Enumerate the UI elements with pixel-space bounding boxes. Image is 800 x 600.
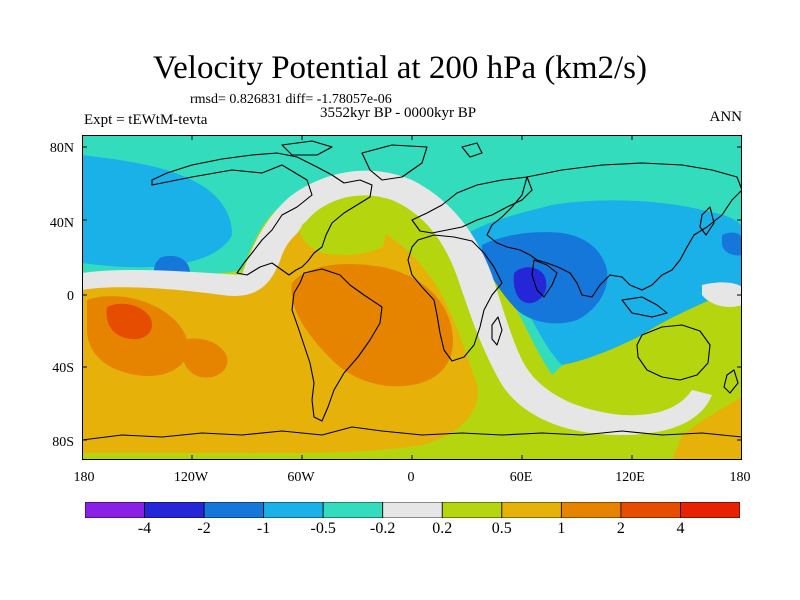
rmsd-diff-stats: rmsd= 0.826831 diff= -1.78057e-06 — [190, 92, 392, 107]
coast-india — [531, 259, 558, 298]
field-orange-east — [672, 397, 742, 460]
field-darkorange-pacific2 — [180, 338, 228, 378]
colorbar-label-0: -4 — [137, 520, 152, 537]
field-blue-east — [722, 232, 742, 256]
coast-svalbard — [461, 142, 483, 158]
plot-title: Velocity Potential at 200 hPa (km2/s) — [152, 50, 648, 86]
coast-new-zealand — [723, 369, 739, 394]
season-label: ANN — [709, 109, 743, 125]
field-grey-ring — [242, 170, 712, 436]
lon-label-60w: 60W — [287, 470, 315, 485]
lat-label-0: 0 — [67, 289, 74, 304]
colorbar-label-8: 2 — [616, 520, 625, 537]
coast-antarctica — [82, 426, 742, 441]
colorbar-swatch-4 — [322, 502, 384, 518]
lon-label-0: 0 — [407, 470, 415, 485]
colorbar — [85, 502, 740, 518]
colorbar-swatch-7 — [501, 502, 562, 518]
colorbar-swatch-8 — [560, 502, 622, 518]
lon-label-60e: 60E — [509, 470, 533, 485]
colorbar-label-3: -0.5 — [310, 520, 336, 537]
colorbar-swatch-10 — [680, 502, 740, 518]
time-period-label: 3552kyr BP - 0000kyr BP — [320, 105, 477, 121]
lat-label-80s: 80S — [52, 435, 74, 450]
coast-south-america — [291, 268, 383, 422]
colorbar-label-4: -0.2 — [370, 520, 396, 537]
colorbar-label-1: -2 — [197, 520, 211, 537]
continent-outlines — [82, 140, 742, 441]
colorbar-swatch-0 — [85, 502, 145, 518]
colorbar-label-7: 1 — [557, 520, 566, 537]
field-redorange-pacific — [106, 303, 152, 340]
lon-label-180w: 180 — [73, 470, 95, 485]
field-grey-ne — [702, 282, 742, 307]
lat-label-40s: 40S — [52, 361, 74, 376]
colorbar-label-2: -1 — [256, 520, 271, 537]
colorbar-label-9: 4 — [676, 520, 685, 537]
colorbar-swatch-2 — [203, 502, 265, 518]
coast-europe — [411, 176, 533, 234]
colorbar-swatch-1 — [144, 502, 205, 518]
field-green-mid — [300, 210, 386, 255]
field-darkorange-atlantic — [291, 263, 453, 387]
lon-label-120e: 120E — [615, 470, 645, 485]
colorbar-label-6: 0.5 — [491, 520, 512, 537]
colorbar-swatch-3 — [263, 502, 324, 518]
coast-north-america — [151, 152, 373, 276]
axis-ticks — [82, 135, 742, 460]
colorbar-label-5: 0.2 — [432, 520, 453, 537]
colorbar-swatch-9 — [620, 502, 681, 518]
velocity-potential-map — [82, 135, 742, 460]
coast-madagascar — [491, 316, 503, 346]
field-darkblue-india — [513, 267, 547, 304]
lon-label-120w: 120W — [173, 470, 209, 485]
coast-arctic-islands — [281, 140, 333, 156]
coast-japan — [699, 206, 715, 236]
coast-africa — [407, 234, 503, 362]
colorbar-swatch-5 — [382, 502, 443, 518]
experiment-label: Expt = tEWtM-tevta — [84, 112, 208, 128]
coast-greenland — [361, 144, 428, 181]
lat-label-40n: 40N — [49, 216, 74, 231]
coast-asia — [486, 162, 742, 298]
colorbar-swatch-6 — [441, 502, 503, 518]
coast-se-asia — [621, 296, 668, 318]
lon-label-180e: 180 — [729, 470, 751, 485]
field-lightblue-north — [82, 155, 232, 268]
coast-australia — [636, 324, 711, 381]
lat-label-80n: 80N — [49, 141, 74, 156]
